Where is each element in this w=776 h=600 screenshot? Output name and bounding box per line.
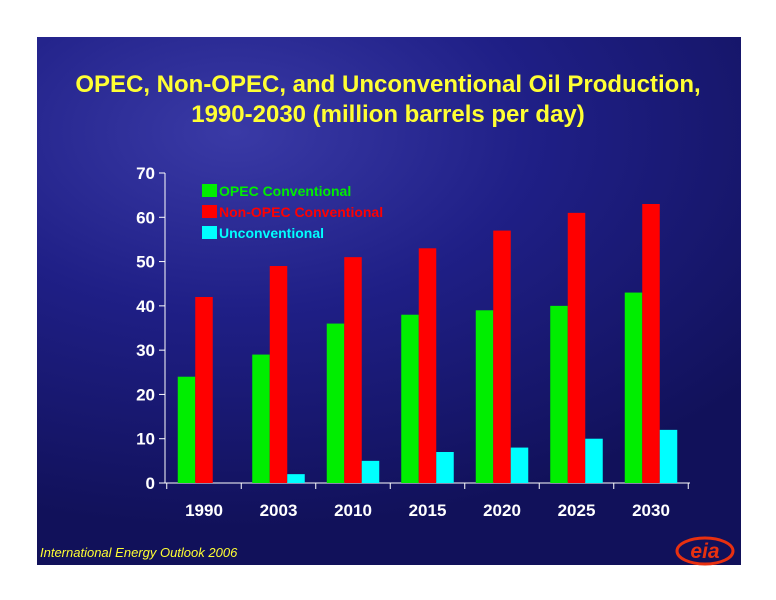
bar-opec-conventional-2010 bbox=[326, 323, 345, 483]
x-tick-label: 2025 bbox=[558, 501, 596, 520]
bar-opec-conventional-1990 bbox=[177, 376, 196, 483]
bar-non-opec-conventional-2015 bbox=[418, 248, 437, 483]
legend-label: OPEC Conventional bbox=[219, 183, 351, 199]
bar-non-opec-conventional-2010 bbox=[344, 257, 362, 483]
x-tick-label: 2015 bbox=[409, 501, 447, 520]
chart-title: OPEC, Non-OPEC, and Unconventional Oil P… bbox=[0, 70, 776, 130]
x-tick-label: 2020 bbox=[483, 501, 521, 520]
bar-unconventional-2003 bbox=[287, 474, 305, 483]
bar-non-opec-conventional-1990 bbox=[195, 297, 213, 483]
y-tick-label: 60 bbox=[136, 208, 155, 227]
bar-opec-conventional-2015 bbox=[401, 314, 419, 483]
bar-unconventional-2030 bbox=[659, 429, 678, 483]
chart-legend: OPEC Conventional Non-OPEC Conventional Un… bbox=[202, 183, 383, 241]
y-tick-label: 40 bbox=[136, 297, 155, 316]
bar-opec-conventional-2003 bbox=[252, 354, 270, 483]
x-tick-label: 2003 bbox=[260, 501, 298, 520]
y-tick-label: 30 bbox=[136, 341, 155, 360]
y-tick-label: 10 bbox=[136, 430, 155, 449]
bar-non-opec-conventional-2003 bbox=[269, 266, 288, 483]
y-tick-label: 70 bbox=[136, 164, 155, 183]
bar-unconventional-2025 bbox=[585, 438, 603, 483]
y-tick-label: 0 bbox=[146, 474, 155, 493]
source-note: International Energy Outlook 2006 bbox=[40, 545, 238, 560]
legend-swatch bbox=[202, 226, 217, 239]
bar-non-opec-conventional-2025 bbox=[567, 212, 586, 483]
chart-title-line-2: 1990-2030 (million barrels per day) bbox=[191, 101, 585, 128]
bar-unconventional-2020 bbox=[510, 447, 529, 483]
legend-label: Non-OPEC Conventional bbox=[219, 204, 383, 220]
y-tick-label: 50 bbox=[136, 253, 155, 272]
legend-swatch bbox=[202, 184, 217, 197]
legend-swatch bbox=[202, 205, 217, 218]
logo-text: eia bbox=[690, 540, 720, 563]
bar-non-opec-conventional-2020 bbox=[493, 230, 511, 483]
eia-logo: eia bbox=[675, 536, 735, 566]
chart-title-line-1: OPEC, Non-OPEC, and Unconventional Oil P… bbox=[75, 71, 701, 98]
slide-background bbox=[37, 37, 741, 565]
bar-unconventional-2010 bbox=[361, 460, 380, 483]
bar-non-opec-conventional-2030 bbox=[642, 204, 660, 483]
bar-opec-conventional-2020 bbox=[475, 310, 494, 483]
x-tick-label: 2030 bbox=[632, 501, 670, 520]
bar-unconventional-2015 bbox=[436, 452, 454, 483]
chart-bars bbox=[177, 204, 678, 483]
y-tick-label: 20 bbox=[136, 385, 155, 404]
x-tick-label: 1990 bbox=[185, 501, 223, 520]
bar-opec-conventional-2025 bbox=[550, 305, 568, 483]
bar-opec-conventional-2030 bbox=[624, 292, 643, 483]
x-tick-label: 2010 bbox=[334, 501, 372, 520]
legend-label: Unconventional bbox=[219, 225, 324, 241]
